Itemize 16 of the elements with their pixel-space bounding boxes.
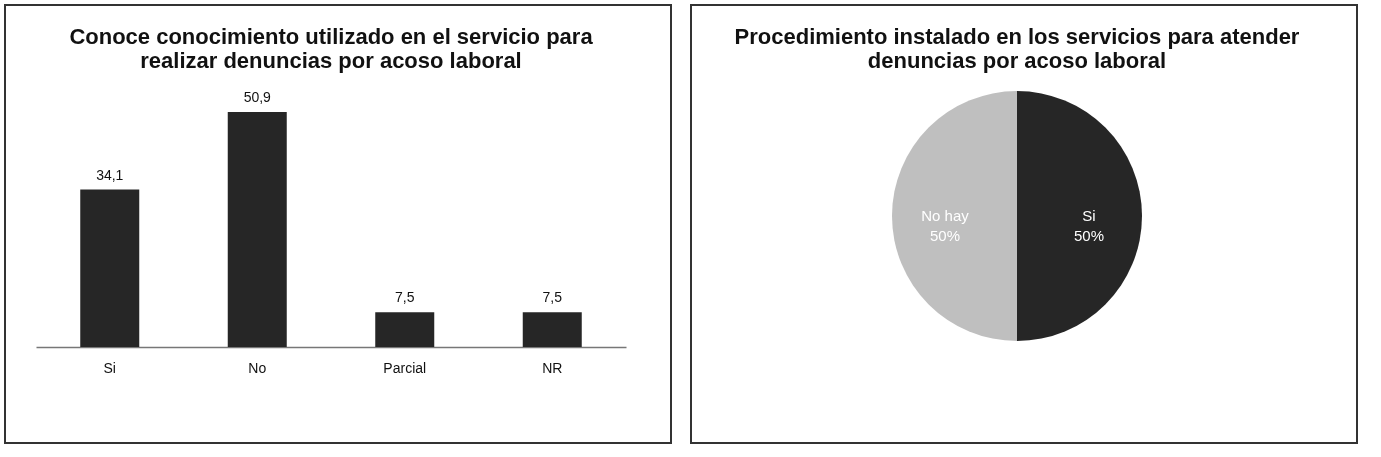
x-tick-label: Si	[103, 359, 116, 376]
pie-slice	[1017, 91, 1142, 341]
data-label: 50,9	[243, 89, 272, 105]
x-tick-label: Parcial	[383, 359, 427, 376]
slice-label: Si	[1082, 207, 1096, 224]
data-label: 7,5	[395, 289, 415, 306]
slice-label: No hay	[921, 207, 970, 224]
data-label: 7,5	[542, 289, 563, 306]
data-label: 34,1	[96, 166, 124, 183]
data-label: 50%	[1073, 227, 1105, 244]
chart-title: Procedimiento instalado en los servicios para atender denuncias por acoso laboral	[734, 24, 1300, 73]
x-tick-label: No	[248, 359, 267, 376]
data-label: 50%	[929, 227, 961, 244]
chart-title: Conoce conocimiento utilizado en el servicio para realizar denuncias por acoso laboral	[69, 24, 594, 73]
pie-slice	[892, 91, 1017, 341]
x-tick-label: NR	[542, 359, 563, 376]
